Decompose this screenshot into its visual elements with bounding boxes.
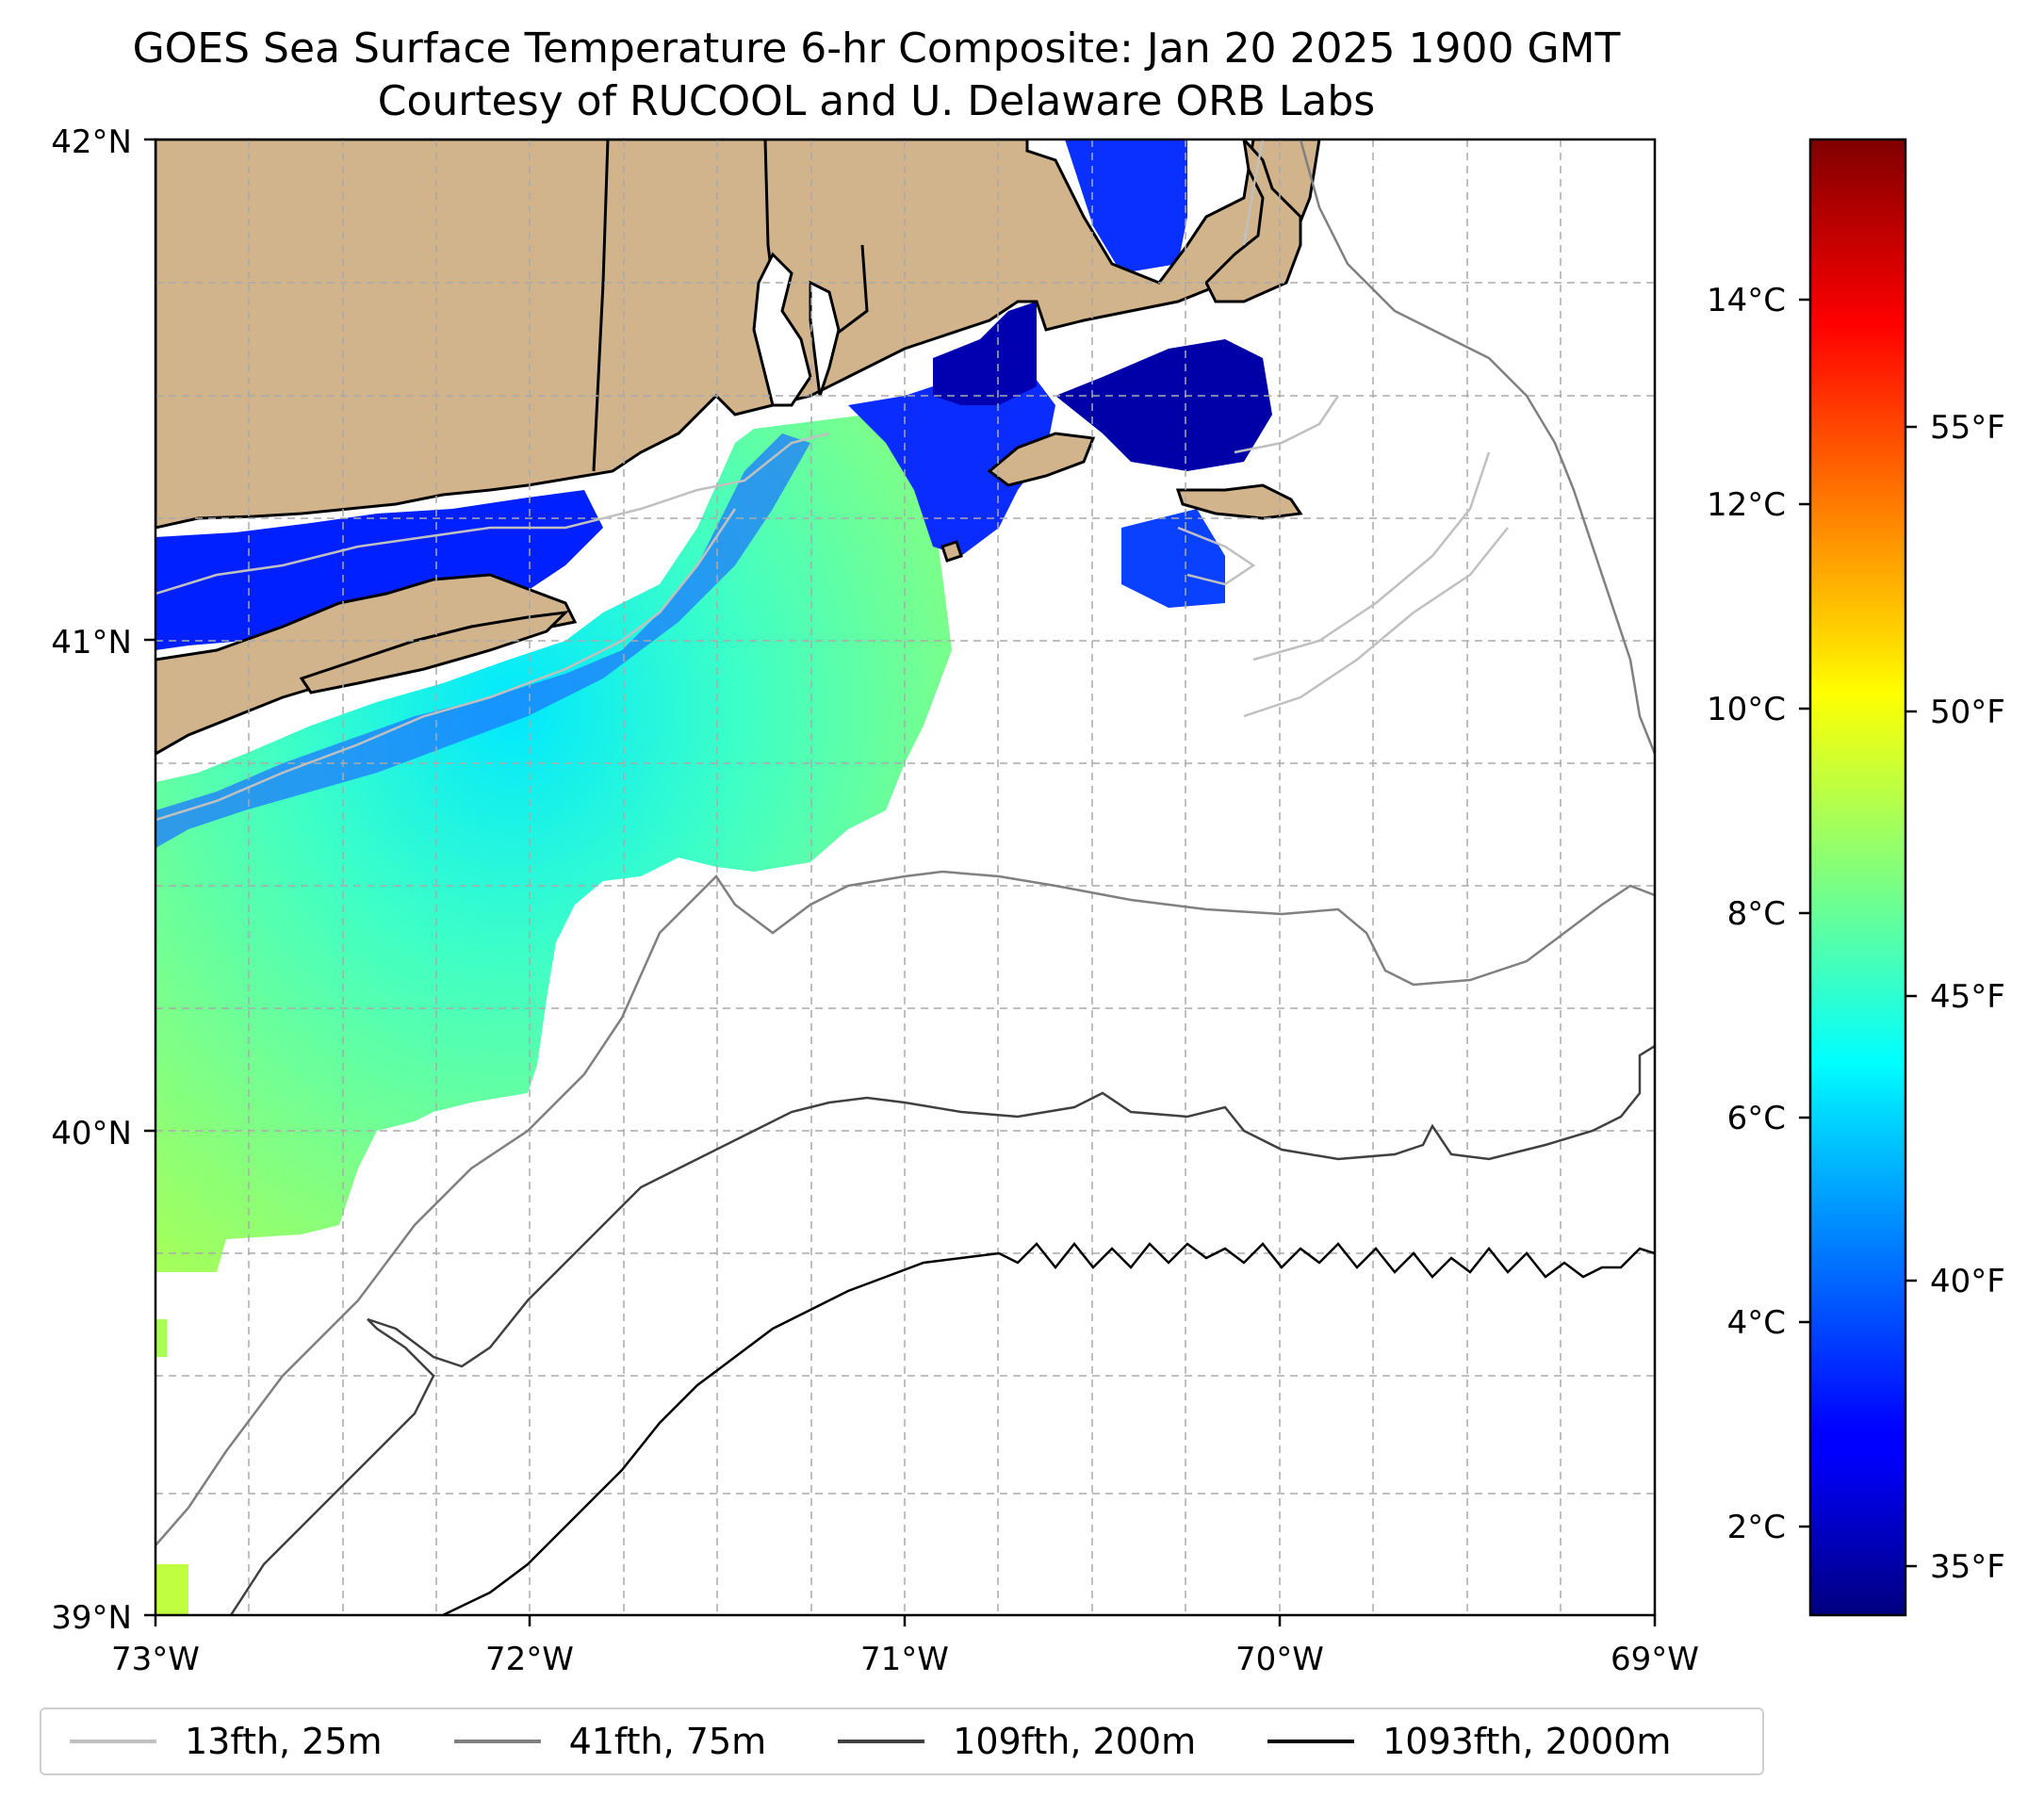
legend-line-25m xyxy=(70,1740,156,1743)
lat-tick-label: 42°N xyxy=(51,123,132,161)
state-border xyxy=(592,139,610,472)
colorbar-celsius-label: 4°C xyxy=(1727,1304,1786,1342)
colorbar xyxy=(1808,138,1907,1617)
legend-line-2000m xyxy=(1267,1740,1355,1743)
sst-ri-sound xyxy=(848,368,1055,556)
lon-tick-label: 71°W xyxy=(860,1641,949,1678)
narragansett-bay xyxy=(752,252,812,407)
legend-item: 41fth, 75m xyxy=(439,1721,767,1762)
lat-tick-label: 40°N xyxy=(51,1115,132,1152)
colorbar-fahrenheit-ticks xyxy=(1905,425,1917,1568)
lat-tick-label: 41°N xyxy=(51,624,132,662)
legend-item: 13fth, 25m xyxy=(55,1721,383,1762)
sst-buzzards-bay xyxy=(933,302,1037,405)
colorbar-celsius-label: 10°C xyxy=(1707,691,1786,728)
colorbar-fahrenheit-label: 35°F xyxy=(1930,1548,2005,1586)
sst-long-island-sound xyxy=(155,490,603,650)
legend-item: 109fth, 200m xyxy=(823,1721,1196,1762)
lon-tick-label: 72°W xyxy=(485,1641,574,1678)
legend-label: 109fth, 200m xyxy=(953,1721,1197,1762)
colorbar-fahrenheit-label: 45°F xyxy=(1930,978,2005,1016)
sst-south-patch xyxy=(155,1564,188,1615)
colorbar-celsius-label: 14°C xyxy=(1707,282,1786,319)
sst-nantucket-sound-south xyxy=(1121,509,1225,608)
map-grid xyxy=(155,139,1655,1615)
map-subtitle: Courtesy of RUCOOL and U. Delaware ORB L… xyxy=(377,77,1376,125)
legend-label: 1093fth, 2000m xyxy=(1382,1721,1672,1762)
contour-2000m xyxy=(442,1241,1655,1615)
land-long-island-fork xyxy=(299,610,570,694)
map-title: GOES Sea Surface Temperature 6-hr Compos… xyxy=(132,25,1621,73)
lat-tick-label: 39°N xyxy=(51,1599,132,1637)
sst-vineyard-sound xyxy=(1055,339,1272,471)
land-cape-cod xyxy=(1204,139,1302,303)
sst-nearshore-band xyxy=(155,433,810,848)
legend-line-75m xyxy=(453,1740,541,1743)
land-marthas-vineyard xyxy=(987,432,1096,487)
contour-25m xyxy=(155,139,1509,822)
contour-200m xyxy=(229,1044,1655,1615)
state-border xyxy=(828,244,869,341)
colorbar-celsius-ticks xyxy=(1799,298,1810,1528)
colorbar-celsius-label: 2°C xyxy=(1727,1509,1786,1546)
sst-south-patch xyxy=(155,1319,167,1357)
colorbar-celsius-label: 6°C xyxy=(1727,1100,1786,1137)
colorbar-fahrenheit-label: 50°F xyxy=(1930,694,2005,731)
contour-legend: 13fth, 25m 41fth, 75m 109fth, 200m 1093f… xyxy=(40,1707,1764,1775)
colorbar-celsius-label: 12°C xyxy=(1707,486,1786,524)
colorbar-fahrenheit-label: 40°F xyxy=(1930,1263,2005,1300)
lat-axis xyxy=(144,138,155,1617)
land-nantucket xyxy=(1175,483,1303,520)
land-mainland xyxy=(155,139,1321,530)
lon-tick-label: 73°W xyxy=(111,1641,200,1678)
colorbar-fahrenheit-label: 55°F xyxy=(1930,409,2005,447)
land-block-island xyxy=(940,540,963,563)
colorbar-celsius-label: 8°C xyxy=(1727,895,1786,933)
lon-tick-label: 70°W xyxy=(1235,1641,1324,1678)
sst-cape-cod-bay xyxy=(1065,139,1187,273)
map-area xyxy=(155,139,1655,1615)
contour-75m xyxy=(155,139,1655,1546)
lon-tick-label: 69°W xyxy=(1611,1641,1699,1678)
legend-label: 13fth, 25m xyxy=(185,1721,383,1762)
lon-axis xyxy=(154,1615,1657,1626)
legend-item: 1093fth, 2000m xyxy=(1252,1721,1671,1762)
legend-line-200m xyxy=(838,1740,925,1743)
sst-field xyxy=(155,405,952,1272)
legend-label: 41fth, 75m xyxy=(568,1721,767,1762)
